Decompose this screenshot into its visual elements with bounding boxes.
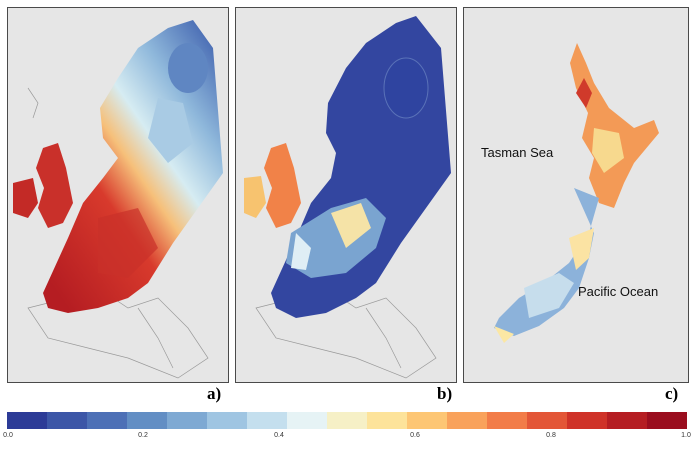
colorbar-swatch [207,412,247,429]
colorbar-swatch [367,412,407,429]
colorbar-swatch [167,412,207,429]
heat-region-a [43,20,223,313]
tasman-sea-label: Tasman Sea [481,145,554,160]
colorbar-tick-label: 0.0 [3,432,13,439]
colorbar-swatch [487,412,527,429]
ireland-a [13,178,38,218]
colorbar [7,412,687,429]
panel-label-c: c) [665,384,679,403]
colorbar-swatch [647,412,687,429]
britain-b [264,143,301,228]
colorbar-swatch [527,412,567,429]
colorbar-swatch [287,412,327,429]
panel-label-b: b) [437,384,453,403]
nz-map [494,43,659,343]
pacific-ocean-label: Pacific Ocean [578,284,659,299]
britain-a [36,143,73,228]
map-panel-b [235,7,457,383]
colorbar-tick-label: 0.2 [138,432,148,439]
south-island [494,188,599,336]
colorbar-swatch [127,412,167,429]
colorbar-tick-label: 0.8 [546,432,556,439]
colorbar-swatch [567,412,607,429]
colorbar-swatch [607,412,647,429]
colorbar-swatch [407,412,447,429]
panel-label-a: a) [207,384,222,403]
colorbar-swatch [327,412,367,429]
europe-map-b [244,16,451,379]
colorbar-swatch [7,412,47,429]
colorbar-tick-label: 0.4 [274,432,284,439]
colorbar-swatch [87,412,127,429]
colorbar-tick-label: 1.0 [681,432,691,439]
colorbar-swatch [447,412,487,429]
colorbar-tick-label: 0.6 [410,432,420,439]
ireland-b [244,176,266,218]
colorbar-swatch [47,412,87,429]
europe-map-a [13,20,223,379]
heat-region-b [271,16,451,318]
map-panel-a [7,7,229,383]
colorbar-swatch [247,412,287,429]
north-island [570,43,659,208]
map-panel-c [463,7,689,383]
